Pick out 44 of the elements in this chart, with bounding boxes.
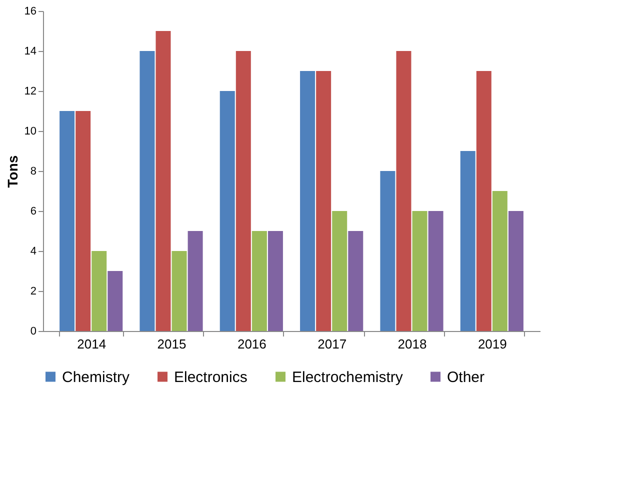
bar xyxy=(412,211,428,331)
x-tick-label: 2018 xyxy=(398,336,427,352)
y-tick-label: 12 xyxy=(24,86,36,98)
bar xyxy=(220,91,235,331)
y-tick-label: 6 xyxy=(30,206,36,218)
bar xyxy=(92,251,107,331)
bar xyxy=(60,111,75,331)
legend-label: Electrochemistry xyxy=(292,368,404,386)
legend-label: Other xyxy=(447,368,485,386)
bar xyxy=(236,51,251,331)
x-tick-label: 2016 xyxy=(237,336,266,352)
bar xyxy=(156,31,171,331)
bar xyxy=(476,71,492,331)
bar xyxy=(188,231,203,331)
bar xyxy=(140,51,155,331)
y-tick-label: 14 xyxy=(24,46,36,58)
bar xyxy=(508,211,524,331)
bar xyxy=(348,231,364,331)
bar xyxy=(108,271,123,331)
bar xyxy=(428,211,444,331)
bar xyxy=(492,191,508,331)
x-tick-label: 2014 xyxy=(77,336,106,352)
bar xyxy=(316,71,332,331)
bar xyxy=(268,231,283,331)
bar xyxy=(380,171,396,331)
bar xyxy=(396,51,412,331)
y-tick-label: 16 xyxy=(24,6,36,18)
x-tick-label: 2017 xyxy=(318,336,347,352)
bar xyxy=(300,71,316,331)
bar xyxy=(460,151,476,331)
y-tick-label: 2 xyxy=(30,286,36,298)
bar xyxy=(172,251,187,331)
bar xyxy=(332,211,348,331)
x-tick-label: 2015 xyxy=(157,336,186,352)
x-tick-label: 2019 xyxy=(478,336,507,352)
y-tick-label: 8 xyxy=(30,166,36,178)
bar xyxy=(76,111,91,331)
legend-label: Chemistry xyxy=(62,368,130,386)
legend-label: Electronics xyxy=(174,368,248,386)
bar xyxy=(252,231,267,331)
y-tick-label: 4 xyxy=(30,246,36,258)
y-axis-title: Tons xyxy=(4,155,20,188)
y-tick-label: 10 xyxy=(24,126,36,138)
y-tick-label: 0 xyxy=(30,326,36,338)
